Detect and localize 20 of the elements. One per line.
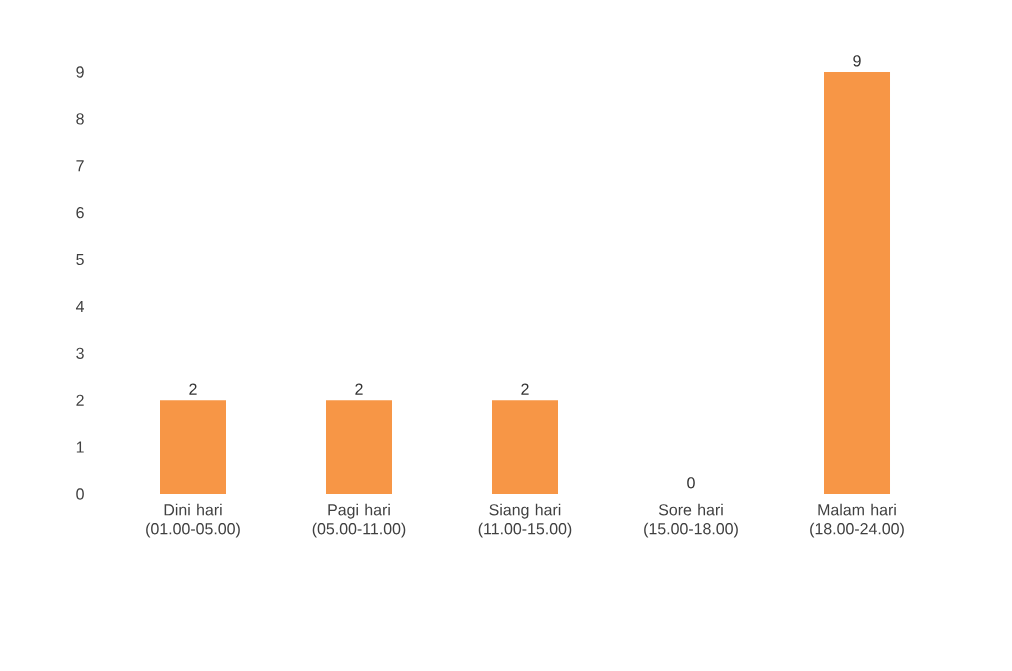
x-tick-label: Sore hari (15.00-18.00) <box>644 503 738 538</box>
y-tick-label: 6 <box>76 207 84 219</box>
y-tick-label: 0 <box>76 488 84 500</box>
data-label: 9 <box>853 55 861 67</box>
data-label: 2 <box>189 383 197 395</box>
x-tick-label: Siang hari (11.00-15.00) <box>478 503 572 538</box>
data-label: 0 <box>687 477 695 489</box>
x-tick-label: Dini hari (01.00-05.00) <box>146 503 240 538</box>
y-tick-label: 4 <box>75 300 85 312</box>
y-tick-label: 8 <box>76 113 84 125</box>
data-label: 2 <box>355 383 363 395</box>
y-tick-label: 2 <box>76 394 84 406</box>
y-tick-label: 3 <box>76 347 84 359</box>
y-tick-label: 1 <box>76 441 84 453</box>
data-label: 2 <box>521 383 529 395</box>
x-tick-label: Malam hari (18.00-24.00) <box>810 503 904 538</box>
y-tick-label: 7 <box>76 160 84 172</box>
y-tick-label: 9 <box>76 66 84 78</box>
x-tick-label: Pagi hari (05.00-11.00) <box>312 503 406 538</box>
y-tick-label: 5 <box>76 253 84 266</box>
